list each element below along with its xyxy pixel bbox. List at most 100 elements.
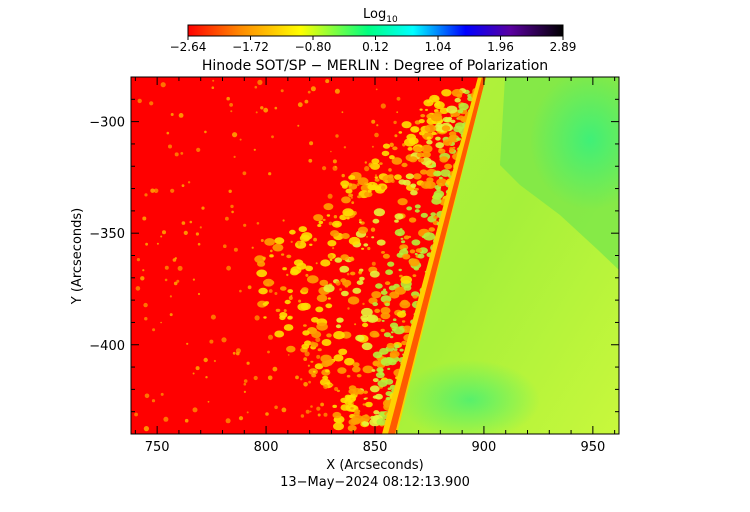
- speckle: [402, 253, 411, 260]
- speckle: [322, 166, 327, 171]
- speckle: [260, 106, 264, 110]
- speckle: [431, 131, 437, 136]
- speckle: [145, 242, 149, 246]
- speckle: [353, 411, 360, 416]
- speckle: [410, 183, 417, 188]
- speckle: [210, 314, 216, 320]
- speckle: [450, 119, 456, 124]
- speckle: [295, 375, 299, 380]
- speckle: [323, 384, 329, 390]
- speckle: [439, 156, 449, 163]
- speckle: [322, 218, 326, 221]
- speckle: [340, 278, 347, 283]
- speckle: [144, 393, 150, 399]
- speckle: [400, 237, 404, 240]
- speckle: [423, 232, 435, 241]
- speckle: [376, 239, 386, 246]
- x-tick-label: 950: [580, 440, 605, 455]
- speckle: [348, 182, 353, 187]
- speckle: [156, 242, 159, 245]
- speckle: [176, 279, 180, 283]
- speckle: [371, 291, 382, 299]
- colorbar-ticks: −2.64 −1.72 −0.80 0.12 1.04 1.96 2.89: [170, 36, 576, 54]
- speckle: [367, 246, 371, 251]
- speckle: [341, 290, 349, 297]
- speckle: [389, 322, 399, 329]
- speckle: [374, 176, 378, 179]
- speckle: [364, 418, 370, 422]
- speckle: [307, 275, 319, 284]
- speckle: [319, 378, 331, 386]
- speckle: [383, 288, 387, 291]
- speckle: [327, 193, 333, 199]
- speckle: [347, 425, 357, 432]
- speckle: [181, 184, 185, 188]
- speckle: [433, 190, 445, 198]
- speckle: [354, 323, 357, 326]
- speckle: [385, 396, 391, 401]
- speckle: [347, 296, 360, 305]
- speckle: [243, 390, 246, 393]
- speckle: [370, 415, 376, 420]
- speckle: [372, 351, 383, 359]
- x-axis: 750 800 850 900 950: [134, 77, 616, 455]
- speckle: [333, 215, 338, 219]
- speckle: [411, 239, 421, 246]
- speckle: [305, 409, 310, 414]
- speckle: [174, 152, 179, 157]
- speckle: [137, 98, 142, 104]
- speckle: [312, 370, 316, 373]
- speckle: [363, 390, 368, 394]
- speckle: [243, 379, 248, 383]
- speckle: [136, 258, 140, 262]
- speckle: [439, 176, 443, 180]
- speckle: [348, 175, 356, 180]
- speckle: [189, 220, 193, 224]
- speckle: [408, 217, 417, 223]
- speckle: [327, 240, 337, 247]
- speckle: [398, 268, 402, 272]
- speckle: [196, 147, 201, 152]
- speckle: [351, 201, 355, 205]
- speckle: [330, 230, 340, 237]
- speckle: [344, 394, 352, 400]
- colorbar-tick-label: 1.96: [487, 40, 514, 54]
- speckle: [289, 229, 296, 235]
- speckle: [274, 330, 285, 338]
- speckle: [281, 253, 285, 256]
- speckle: [242, 171, 247, 176]
- speckle: [297, 102, 303, 108]
- speckle: [392, 318, 397, 322]
- y-tick-label: −350: [89, 227, 125, 242]
- colorbar-tick-label: −1.72: [232, 40, 269, 54]
- x-tick-label: 800: [254, 440, 279, 455]
- speckle: [310, 86, 316, 92]
- limb-edge: [388, 77, 486, 434]
- speckle: [326, 214, 331, 217]
- speckle: [318, 220, 324, 225]
- speckle: [381, 319, 385, 322]
- speckle: [328, 221, 333, 226]
- speckle: [380, 357, 393, 366]
- speckle: [344, 357, 355, 366]
- speckle: [367, 183, 377, 191]
- colorbar-tick-label: 1.04: [425, 40, 452, 54]
- speckle: [341, 233, 350, 239]
- speckle: [389, 291, 400, 299]
- speckle: [404, 138, 416, 147]
- speckle: [389, 155, 395, 160]
- speckle: [263, 107, 269, 113]
- speckle: [303, 382, 308, 387]
- speckle: [153, 188, 159, 194]
- speckle: [151, 399, 156, 403]
- speckle: [274, 237, 285, 245]
- colorbar-tick-label: −0.80: [295, 40, 332, 54]
- speckle: [448, 134, 459, 143]
- speckle: [225, 216, 229, 221]
- speckle: [370, 227, 376, 232]
- speckle: [412, 274, 417, 277]
- speckle: [390, 331, 394, 334]
- speckle: [380, 307, 391, 315]
- speckle: [358, 218, 362, 222]
- speckle: [361, 247, 365, 250]
